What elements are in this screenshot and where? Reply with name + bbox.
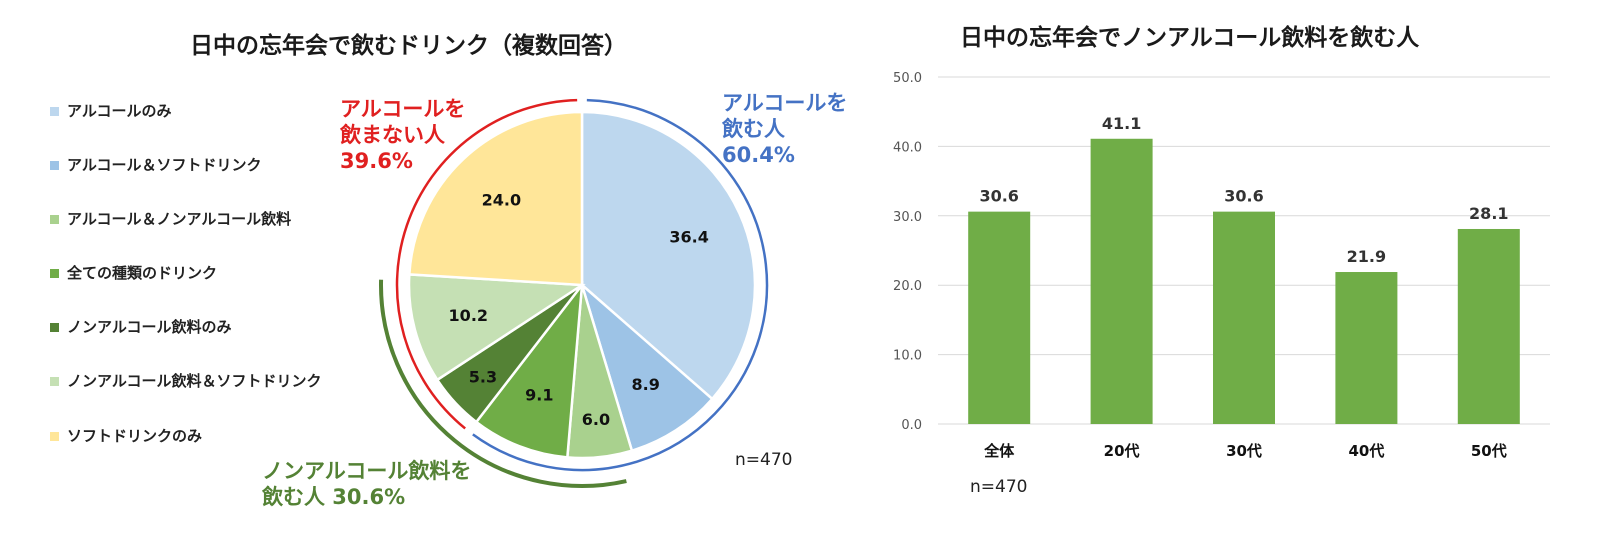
callout-non-drinkers: アルコールを 飲まない人 39.6%: [340, 96, 465, 174]
callout-line: 飲まない人: [340, 123, 445, 147]
callout-line: 39.6%: [340, 149, 413, 173]
pie-slice-soft-only: [407, 110, 584, 287]
pie-chart-title: 日中の忘年会で飲むドリンク（複数回答）: [190, 33, 627, 59]
y-tick-label: 0.0: [901, 418, 922, 433]
bar-value-label: 21.9: [1347, 247, 1386, 266]
bar-value-label: 28.1: [1469, 204, 1508, 223]
legend-item-all-types: 全ての種類のドリンク: [50, 259, 357, 287]
legend-label: アルコールのみ: [67, 102, 172, 120]
legend-label: アルコール＆ノンアルコール飲料: [67, 210, 292, 228]
callout-non-alcohol-drinkers: ノンアルコール飲料を 飲む人 30.6%: [262, 458, 471, 510]
x-tick-label: 50代: [1471, 442, 1507, 460]
bracket-drinkers: [472, 98, 769, 472]
legend-item-nonalc-only: ノンアルコール飲料のみ: [50, 313, 357, 341]
pie-slice-nonalc-soft: [407, 273, 586, 382]
pie-slice-alc-soft: [579, 281, 714, 453]
legend-item-nonalc-soft: ノンアルコール飲料＆ソフトドリンク: [50, 367, 327, 395]
y-tick-label: 30.0: [893, 210, 922, 225]
pie-slice-label: 9.1: [525, 386, 553, 405]
legend-swatch: [50, 432, 59, 441]
x-tick-label: 20代: [1104, 442, 1140, 460]
legend-label: アルコール＆ソフトドリンク: [67, 156, 262, 174]
bar-value-label: 30.6: [1224, 187, 1263, 206]
legend-item-soft-only: ソフトドリンクのみ: [50, 422, 357, 450]
legend-label: ノンアルコール飲料＆ソフトドリンク: [67, 372, 322, 390]
bar-sample-size: n=470: [970, 477, 1028, 497]
bar-1: [1090, 138, 1153, 425]
legend-item-alc-soft: アルコール＆ソフトドリンク: [50, 151, 357, 179]
callout-line: 60.4%: [722, 143, 795, 167]
pie-slice-label: 6.0: [582, 410, 610, 429]
pie-slice-label: 36.4: [669, 227, 708, 246]
legend-label: ノンアルコール飲料のみ: [67, 318, 232, 336]
callout-line: アルコールを: [340, 97, 466, 121]
callout-line: 飲む人 30.6%: [262, 485, 406, 509]
bar-value-label: 41.1: [1102, 114, 1141, 133]
callout-line: アルコールを: [722, 91, 848, 115]
legend-label: ソフトドリンクのみ: [67, 427, 203, 445]
pie-slice-label: 24.0: [482, 190, 521, 209]
callout-line: 飲む人: [722, 117, 785, 141]
pie-slice-all-types: [474, 280, 584, 459]
y-tick-label: 20.0: [893, 279, 922, 294]
x-tick-label: 全体: [983, 442, 1015, 460]
legend-swatch: [50, 377, 59, 386]
pie-brackets: [379, 98, 769, 488]
legend-item-alc-only: アルコールのみ: [50, 97, 357, 125]
pie-chart: 36.4 8.9 6.0 9.1 5.3 10.2 24.0: [407, 110, 757, 460]
bar-chart-title: 日中の忘年会でノンアルコール飲料を飲む人: [960, 25, 1420, 51]
x-tick-label: 30代: [1226, 442, 1262, 460]
legend-swatch: [50, 107, 59, 116]
bar-4: [1457, 228, 1520, 424]
legend-swatch: [50, 323, 59, 332]
bracket-non-alcohol-drinkers: [379, 279, 627, 488]
legend-swatch: [50, 161, 59, 170]
legend-item-alc-nonalc: アルコール＆ノンアルコール飲料: [50, 205, 357, 233]
bar-3: [1335, 272, 1398, 424]
pie-slice-alc-only: [580, 110, 757, 401]
bar-chart: 0.0 10.0 20.0 30.0 40.0 50.0 30.6 全体 41.1 20代 30.6…: [893, 71, 1550, 460]
callout-line: ノンアルコール飲料を: [262, 459, 472, 483]
pie-slice-label: 5.3: [469, 368, 497, 387]
bar-value-label: 30.6: [979, 187, 1018, 206]
pie-slice-label: 8.9: [632, 375, 660, 394]
y-tick-label: 50.0: [893, 71, 922, 86]
bracket-non-drinkers: [395, 98, 578, 430]
legend-label: 全ての種類のドリンク: [67, 264, 218, 282]
legend-swatch: [50, 215, 59, 224]
bar-0: [968, 211, 1031, 424]
bar-2: [1213, 211, 1275, 424]
y-tick-label: 40.0: [893, 140, 922, 155]
pie-sample-size: n=470: [735, 450, 793, 470]
x-tick-label: 40代: [1348, 442, 1384, 460]
pie-slice-label: 10.2: [449, 306, 488, 325]
callout-drinkers: アルコールを 飲む人 60.4%: [722, 90, 847, 168]
legend-swatch: [50, 269, 59, 278]
y-tick-label: 10.0: [893, 349, 922, 364]
